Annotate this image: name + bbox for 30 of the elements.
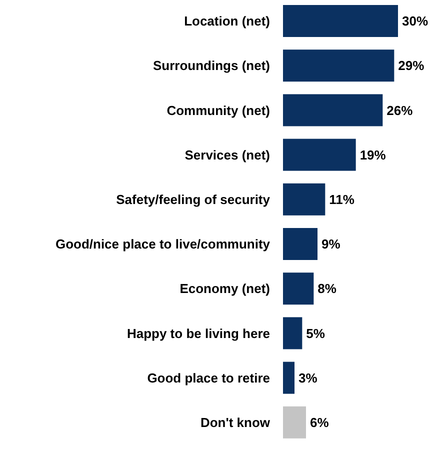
y-tick-label: Community (net) [166,102,270,118]
y-tick-label: Economy (net) [180,281,270,296]
bar [283,94,383,126]
y-tick-label: Surroundings (net) [153,58,270,74]
bar [283,138,356,171]
bar [283,317,302,350]
y-tick-label: Services (net) [184,147,270,162]
y-tick-label: Happy to be living here [126,326,270,341]
data-label: 6% [310,414,330,430]
bar [283,183,326,216]
bar [283,362,294,394]
bar [283,228,318,260]
data-label: 8% [318,281,337,296]
bar [283,5,398,37]
bar [283,50,394,82]
data-label: 19% [360,147,386,162]
data-label: 9% [322,236,341,252]
y-tick-label: Location (net) [184,14,270,29]
y-tick-label: Don't know [200,414,271,430]
data-label: 30% [402,14,428,29]
data-label: 5% [306,326,326,341]
data-label: 26% [386,102,414,118]
y-tick-label: Good/nice place to live/community [55,236,271,252]
y-tick-label: Safety/feeling of security [116,192,271,207]
data-label: 11% [329,192,355,207]
data-label: 3% [298,370,318,386]
y-tick-label: Good place to retire [147,370,270,386]
data-label: 29% [398,58,425,74]
bar [283,272,314,305]
bar [283,406,306,438]
